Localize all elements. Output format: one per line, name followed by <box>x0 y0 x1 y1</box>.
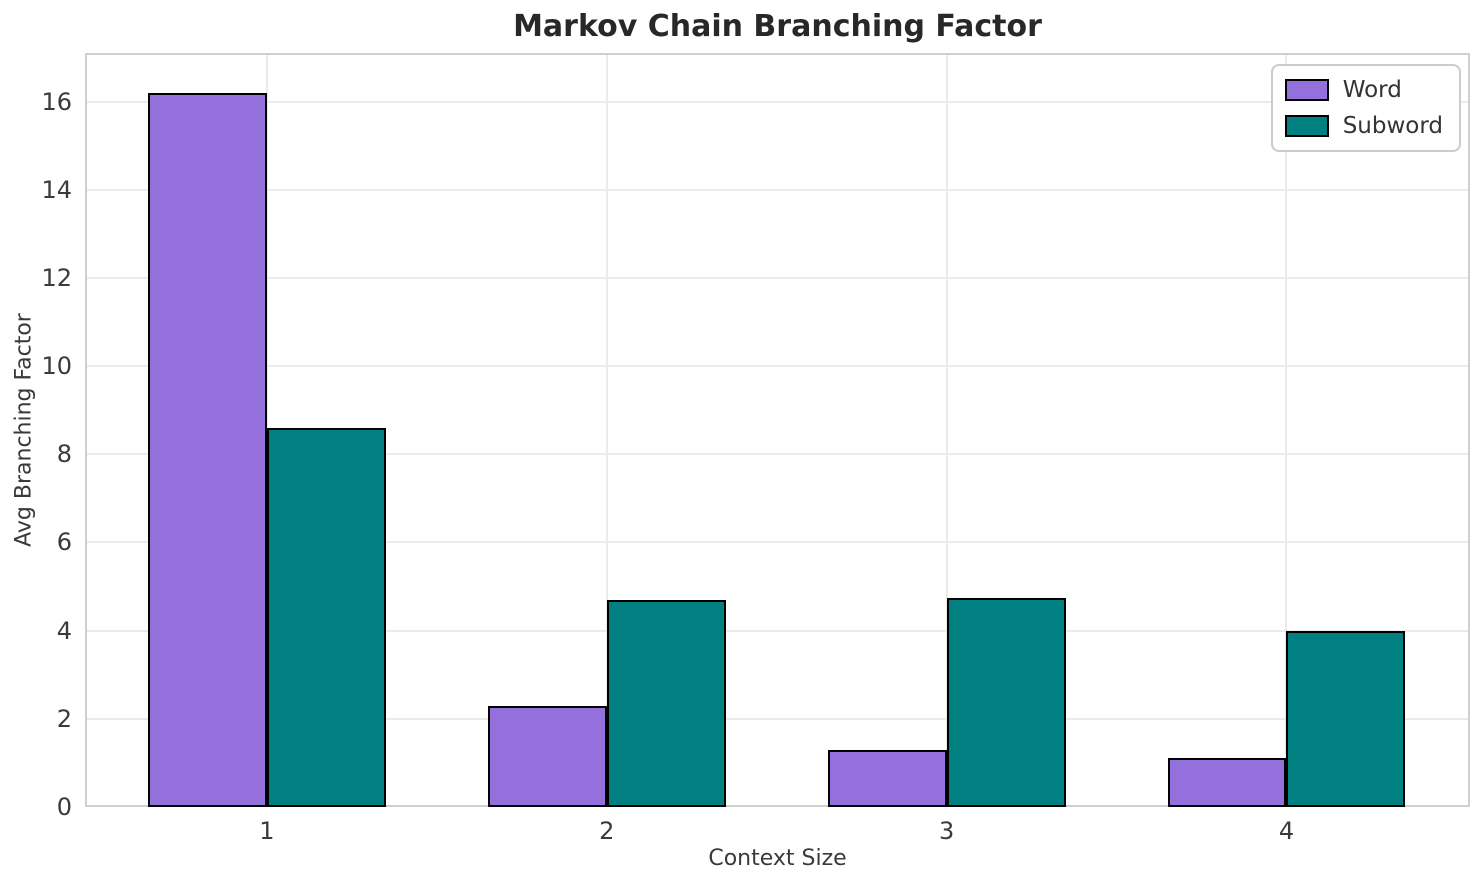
horizontal-gridline <box>85 541 1470 544</box>
legend-item-word: Word <box>1284 76 1443 104</box>
subword-bar-context-2 <box>606 599 726 807</box>
y-tick-label-4: 4 <box>56 616 72 645</box>
x-tick-label-1: 1 <box>259 817 275 845</box>
legend-label-subword: Subword <box>1342 113 1443 139</box>
horizontal-gridline <box>85 365 1470 368</box>
y-tick-label-16: 16 <box>41 87 72 116</box>
spine-left <box>85 53 87 807</box>
spine-right <box>1468 53 1470 807</box>
legend: Word Subword <box>1270 64 1461 152</box>
subword-bar-context-4 <box>1286 630 1406 807</box>
y-axis-label: Avg Branching Factor <box>11 313 37 547</box>
vertical-gridline <box>605 53 608 807</box>
y-tick-label-6: 6 <box>56 528 72 557</box>
horizontal-gridline <box>85 453 1470 456</box>
vertical-gridline <box>1285 53 1288 807</box>
subword-bar-context-1 <box>266 427 386 807</box>
spine-bottom <box>85 805 1470 807</box>
word-bar-context-4 <box>1167 758 1287 807</box>
word-bar-context-1 <box>147 92 267 807</box>
y-tick-label-2: 2 <box>56 704 72 733</box>
subword-bar-context-3 <box>946 597 1066 807</box>
horizontal-gridline <box>85 188 1470 191</box>
y-tick-label-10: 10 <box>41 352 72 381</box>
chart-title: Markov Chain Branching Factor <box>513 9 1042 44</box>
word-bar-context-3 <box>827 749 947 807</box>
x-tick-label-4: 4 <box>1278 817 1295 845</box>
legend-item-subword: Subword <box>1284 112 1443 140</box>
y-tick-label-8: 8 <box>56 440 72 469</box>
word-series-swatch <box>1284 79 1329 101</box>
x-tick-label-2: 2 <box>599 817 615 845</box>
horizontal-gridline <box>85 629 1470 632</box>
x-axis-label: Context Size <box>708 846 847 871</box>
horizontal-gridline <box>85 276 1470 279</box>
legend-label-word: Word <box>1342 77 1402 103</box>
vertical-gridline <box>945 53 948 807</box>
horizontal-gridline <box>85 717 1470 720</box>
plot-area <box>85 53 1470 807</box>
subword-series-swatch <box>1284 115 1329 137</box>
word-bar-context-2 <box>487 705 607 807</box>
y-tick-label-14: 14 <box>41 175 72 204</box>
horizontal-gridline <box>85 100 1470 103</box>
x-tick-label-3: 3 <box>938 817 955 845</box>
y-tick-label-0: 0 <box>56 793 72 821</box>
y-tick-label-12: 12 <box>41 263 72 292</box>
spine-top <box>85 53 1470 55</box>
